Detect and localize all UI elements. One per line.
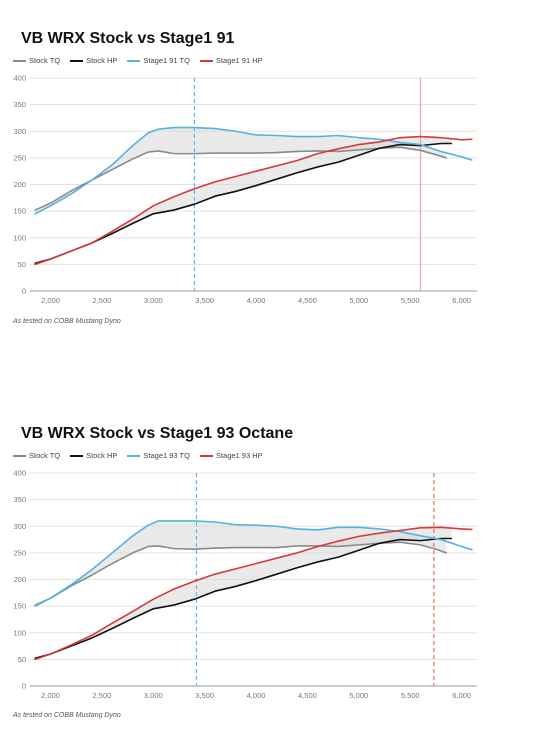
legend-label: Stock TQ [29, 56, 61, 65]
legend-swatch [127, 454, 141, 457]
legend-label: Stock HP [86, 56, 118, 65]
y-tick-label: 400 [13, 469, 26, 478]
x-tick-label: 5,500 [401, 296, 420, 305]
legend-item: Stock TQ [13, 56, 60, 65]
y-tick-label: 300 [13, 127, 26, 136]
y-tick-label: 300 [13, 522, 26, 531]
x-tick-label: 3,500 [195, 691, 214, 700]
x-tick-label: 4,000 [247, 691, 266, 700]
y-tick-label: 150 [13, 602, 26, 611]
chart-title: VB WRX Stock vs Stage1 93 Octane [21, 425, 294, 442]
x-tick-label: 3,000 [144, 296, 163, 305]
legend-item: Stage1 91 TQ [127, 56, 190, 65]
x-tick-label: 2,000 [41, 296, 60, 305]
series-line-stock-tq [34, 146, 447, 211]
chart-title: VB WRX Stock vs Stage1 91 [21, 30, 235, 47]
x-tick-label: 6,000 [452, 691, 471, 700]
series-line-stock-hp [34, 142, 453, 265]
chart-legend: Stock TQ Stock HP Stage1 93 TQ Stage1 93 HP [13, 451, 263, 460]
legend-item: Stage1 93 TQ [127, 451, 190, 460]
x-tick-label: 5,000 [349, 296, 368, 305]
series-line-stage1-91-hp [34, 135, 473, 266]
series-line-stock-hp [34, 537, 453, 660]
y-tick-label: 100 [13, 628, 26, 637]
shaded-band-hp [35, 136, 452, 265]
y-tick-label: 0 [22, 287, 26, 296]
legend-label: Stage1 91 HP [215, 56, 263, 65]
x-tick-label: 2,000 [41, 691, 60, 700]
legend-swatch [13, 454, 26, 457]
legend-swatch [127, 59, 141, 62]
legend-swatch [70, 454, 84, 457]
legend-swatch [199, 59, 213, 62]
series-line-stage1-93-tq [34, 520, 473, 607]
legend-item: Stage1 91 HP [199, 56, 263, 65]
y-tick-label: 0 [22, 682, 26, 691]
x-tick-label: 3,500 [195, 296, 214, 305]
y-tick-label: 200 [13, 575, 26, 584]
dyno-chart-stage1-91: VB WRX Stock vs Stage1 91 Stock TQ Stock … [0, 0, 541, 330]
legend-label: Stage1 93 TQ [143, 451, 190, 460]
chart-footnote: As tested on COBB Mustang Dyno [13, 712, 121, 719]
y-tick-label: 50 [18, 655, 26, 664]
y-tick-label: 100 [13, 233, 26, 242]
legend-label: Stage1 91 TQ [143, 56, 190, 65]
series-line-stage1-93-hp [34, 526, 473, 661]
legend-swatch [13, 59, 26, 62]
series-line-stock-tq [34, 541, 447, 606]
legend-item: Stage1 93 HP [199, 451, 263, 460]
legend-swatch [199, 454, 213, 457]
x-tick-label: 4,500 [298, 691, 317, 700]
y-tick-label: 50 [18, 260, 26, 269]
x-tick-label: 4,000 [247, 296, 266, 305]
plot-area: 0 50 100 150 200 250 300 350 400 2,000 2,500 3,000 3… [13, 74, 477, 305]
chart-footnote: As tested on COBB Mustang Dyno [13, 318, 121, 325]
y-tick-label: 250 [13, 548, 26, 557]
legend-item: Stock TQ [13, 451, 60, 460]
y-tick-label: 350 [13, 100, 26, 109]
legend-label: Stock HP [86, 451, 118, 460]
legend-item: Stock HP [70, 56, 117, 65]
y-tick-label: 400 [13, 74, 26, 83]
legend-label: Stock TQ [29, 451, 61, 460]
x-tick-label: 5,000 [349, 691, 368, 700]
legend-swatch [70, 59, 84, 62]
x-tick-label: 6,000 [452, 296, 471, 305]
legend-label: Stage1 93 HP [215, 451, 263, 460]
dyno-chart-stage1-93: VB WRX Stock vs Stage1 93 Octane Stock T… [0, 395, 541, 751]
y-tick-label: 200 [13, 180, 26, 189]
x-tick-label: 5,500 [401, 691, 420, 700]
plot-area: 0 50 100 150 200 250 300 350 400 2,000 2,500 3,000 3… [13, 469, 477, 700]
x-tick-label: 4,500 [298, 296, 317, 305]
x-tick-label: 2,500 [93, 691, 112, 700]
legend-item: Stock HP [70, 451, 117, 460]
series-line-stage1-91-tq [34, 126, 473, 215]
y-tick-label: 350 [13, 495, 26, 504]
x-tick-label: 3,000 [144, 691, 163, 700]
y-tick-label: 150 [13, 207, 26, 216]
chart-legend: Stock TQ Stock HP Stage1 91 TQ Stage1 91 HP [13, 56, 263, 65]
y-tick-label: 250 [13, 153, 26, 162]
x-tick-label: 2,500 [93, 296, 112, 305]
